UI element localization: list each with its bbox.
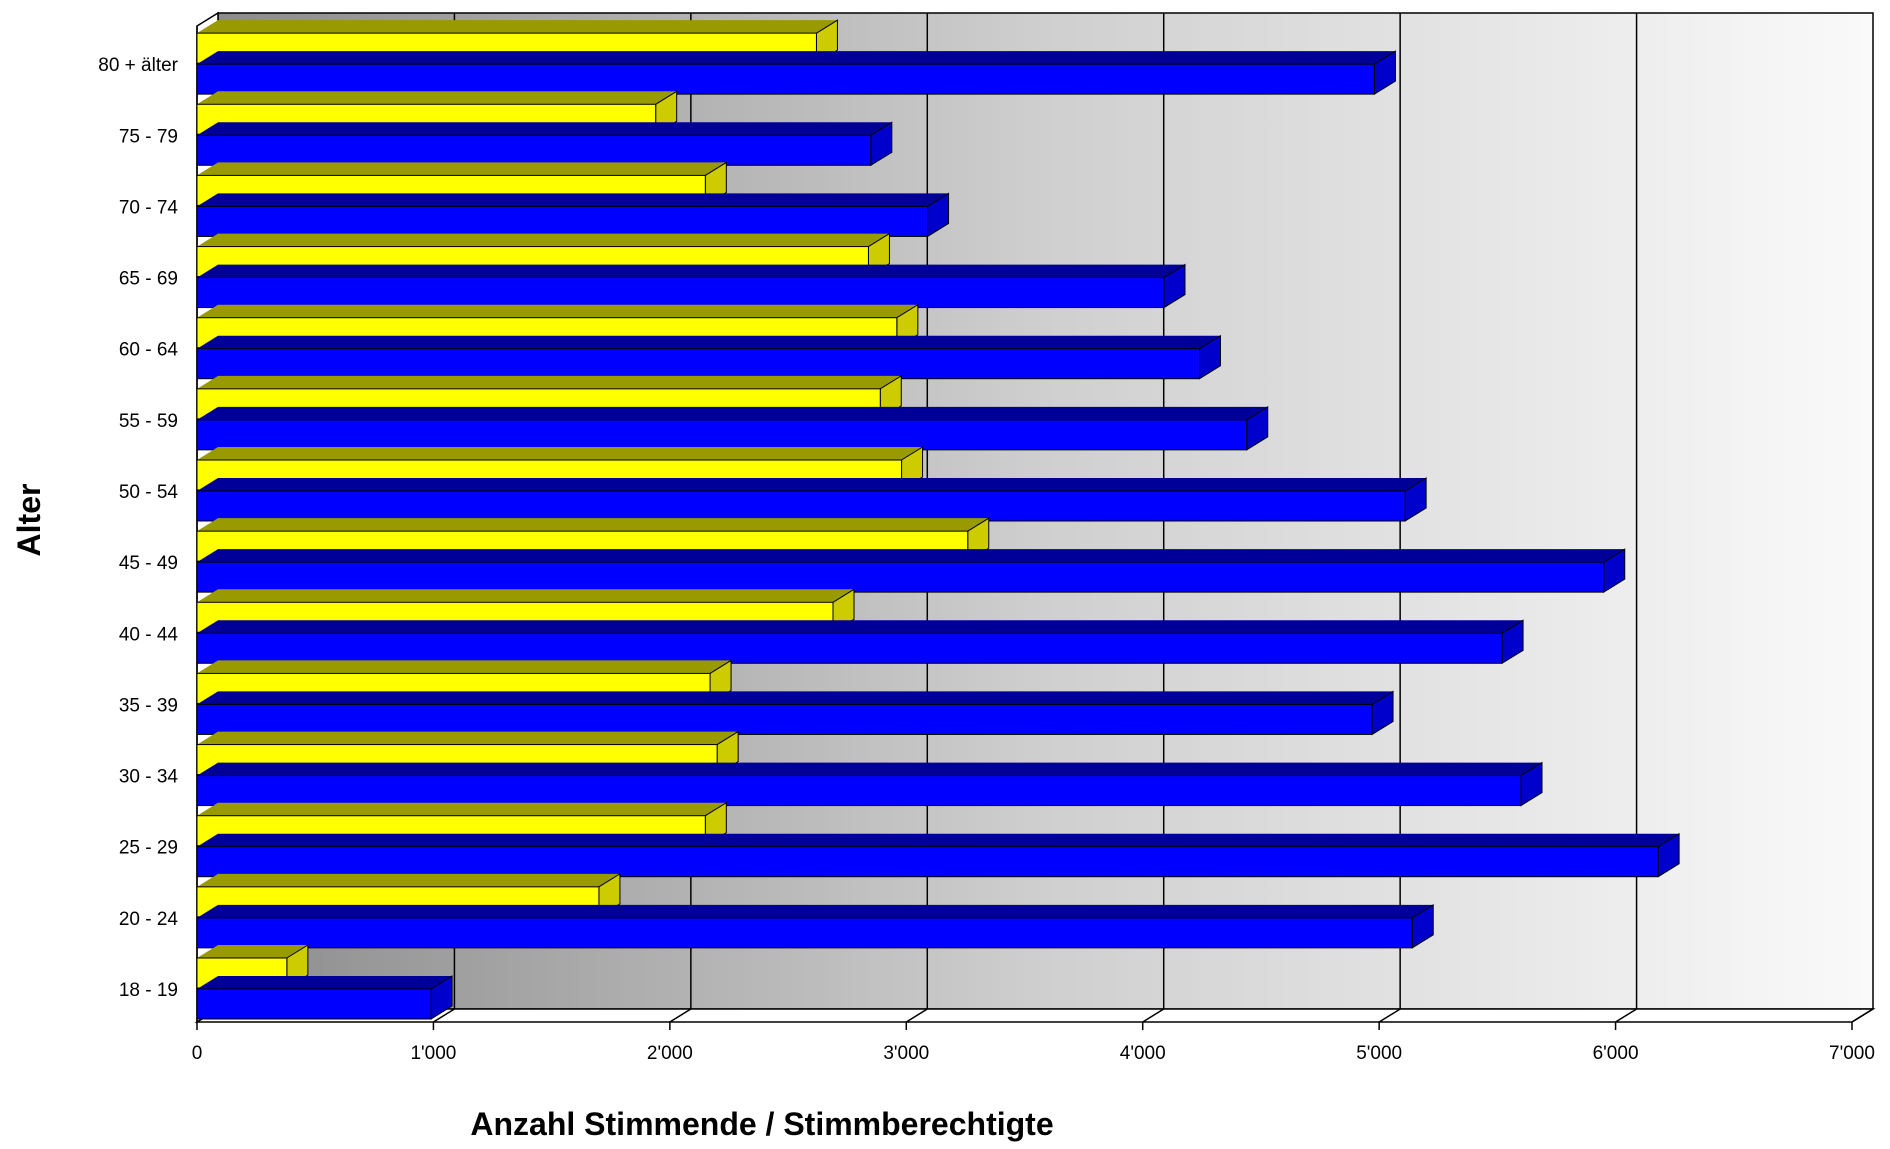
bar-blue <box>196 405 1269 451</box>
bar-front-face <box>196 277 1165 309</box>
bar-top-face <box>197 518 989 532</box>
bar-top-face <box>197 478 1427 491</box>
category-label: 70 - 74 <box>119 197 179 218</box>
bar-top-face <box>197 335 1221 349</box>
bar-front-face <box>196 775 1522 807</box>
bar-top-face <box>197 264 1185 278</box>
x-axis-title: Anzahl Stimmende / Stimmberechtigte <box>470 1106 1053 1142</box>
bar-front-face <box>196 419 1248 451</box>
bar-blue <box>196 477 1427 522</box>
bar-top-face <box>197 375 902 389</box>
bar-front-face <box>196 632 1503 664</box>
floor-gridline <box>669 1008 692 1023</box>
bar-blue <box>196 619 1524 665</box>
bar-top-face <box>197 233 890 247</box>
bar-top-face <box>197 193 949 207</box>
category-label: 80 + älter <box>98 55 178 76</box>
bar-blue <box>196 903 1434 949</box>
x-tick-label: 6'000 <box>1593 1043 1639 1064</box>
bar-top-face <box>197 406 1268 420</box>
bar-front-face <box>196 846 1659 878</box>
category-label: 65 - 69 <box>119 269 178 290</box>
bar-blue <box>196 690 1394 736</box>
bar-top-face <box>197 945 308 958</box>
bar-top-face <box>197 549 1625 563</box>
bar-top-face <box>197 589 854 603</box>
bar-blue <box>196 548 1626 594</box>
bar-blue <box>196 50 1396 96</box>
bar-top-face <box>197 304 918 318</box>
category-label: 40 - 44 <box>119 624 179 645</box>
bar-front-face <box>196 703 1373 735</box>
x-tick-label: 1'000 <box>410 1043 456 1064</box>
bar-top-face <box>197 976 453 989</box>
bar-top-face <box>197 162 727 176</box>
bar-top-face <box>197 691 1394 705</box>
bar-front-face <box>196 134 872 166</box>
floor-gridline <box>1142 1008 1165 1023</box>
bar-front-face <box>196 348 1200 380</box>
bar-top-face <box>197 91 677 105</box>
bar-top-face <box>197 802 727 816</box>
bar-top-face <box>197 620 1524 634</box>
category-label: 60 - 64 <box>119 340 179 361</box>
x-tick-label: 7'000 <box>1829 1043 1875 1064</box>
x-tick-label: 4'000 <box>1120 1043 1166 1064</box>
category-label: 50 - 54 <box>119 482 179 503</box>
bar-blue <box>196 263 1186 309</box>
bar-front-face <box>196 63 1375 95</box>
bar-blue <box>196 121 893 167</box>
category-label: 75 - 79 <box>119 126 178 147</box>
bar-top-face <box>197 731 739 745</box>
category-label: 30 - 34 <box>119 767 179 788</box>
category-label: 25 - 29 <box>119 838 178 859</box>
bar-front-face <box>196 561 1605 593</box>
category-label: 45 - 49 <box>119 553 178 574</box>
bar-top-face <box>197 904 1434 918</box>
category-label: 18 - 19 <box>119 980 178 1001</box>
bar-top-face <box>197 447 923 460</box>
bar-blue <box>196 334 1221 380</box>
bar-blue <box>196 975 453 1020</box>
x-tick-label: 3'000 <box>883 1043 929 1064</box>
bar-top-face <box>197 122 892 136</box>
bar-front-face <box>196 988 432 1020</box>
floor-gridline <box>1851 1008 1874 1023</box>
bar-blue <box>196 832 1680 878</box>
plot-floor <box>194 1008 1876 1023</box>
bar-blue <box>196 192 950 238</box>
y-axis-title: Alter <box>11 484 47 557</box>
bar-top-face <box>197 762 1542 776</box>
bar-yellow <box>196 19 838 65</box>
category-label: 35 - 39 <box>119 695 178 716</box>
x-tick-label: 2'000 <box>647 1043 693 1064</box>
floor-gridline <box>433 1008 455 1023</box>
category-label: 20 - 24 <box>119 909 179 930</box>
bar-top-face <box>197 660 732 674</box>
bar-front-face <box>196 917 1413 949</box>
floor-gridline <box>1378 1008 1401 1023</box>
floor-gridline <box>1615 1008 1637 1023</box>
bar-top-face <box>197 873 620 887</box>
bar-top-face <box>197 833 1680 847</box>
bar-front-face <box>196 205 929 237</box>
x-tick-label: 5'000 <box>1356 1043 1402 1064</box>
bar-top-face <box>197 20 838 34</box>
bar-front-face <box>196 490 1406 522</box>
floor-gridline <box>905 1008 928 1023</box>
category-label: 55 - 59 <box>119 411 178 432</box>
x-tick-label: 0 <box>192 1043 203 1064</box>
bar-top-face <box>197 51 1396 65</box>
bar-blue <box>196 761 1543 807</box>
